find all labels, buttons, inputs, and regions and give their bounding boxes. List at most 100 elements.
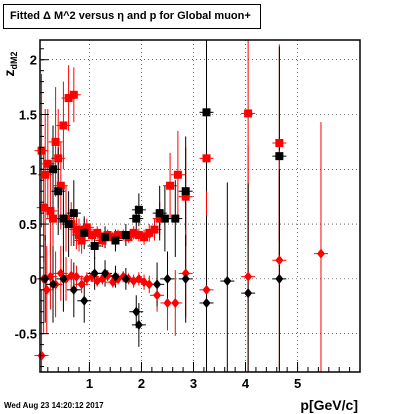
- square-marker: [275, 138, 284, 147]
- square-marker: [49, 214, 58, 223]
- diamond-marker: [275, 273, 284, 284]
- diamond-marker: [163, 297, 172, 308]
- square-marker: [64, 94, 73, 103]
- y-axis-title-main: z: [1, 70, 17, 77]
- diamond-marker: [223, 276, 232, 287]
- square-marker: [72, 225, 81, 234]
- square-marker: [46, 206, 55, 215]
- square-marker: [39, 203, 48, 212]
- axis-ticks: 1 2 3 4 5 -0.5 0 0.5 1 1.5 2: [15, 48, 351, 391]
- diamond-marker: [202, 284, 211, 295]
- y-tick-label: 0.5: [19, 217, 37, 232]
- square-marker: [202, 108, 211, 117]
- square-marker: [181, 187, 190, 196]
- x-axis-title: p[GeV/c]: [300, 397, 358, 413]
- square-marker: [54, 187, 63, 196]
- diamond-marker: [171, 297, 180, 308]
- diamond-marker: [101, 268, 110, 279]
- square-marker: [49, 165, 58, 174]
- data-markers: [37, 90, 325, 361]
- diamond-marker: [80, 295, 89, 306]
- square-marker: [82, 223, 91, 232]
- diamond-marker: [56, 268, 65, 279]
- diamond-marker: [67, 270, 76, 281]
- error-bars: [34, 40, 328, 372]
- diamond-marker: [121, 273, 130, 284]
- x-tick-label: 3: [190, 376, 197, 391]
- diamond-marker: [275, 255, 284, 266]
- square-marker: [69, 209, 78, 218]
- x-tick-label: 4: [242, 376, 250, 391]
- diamond-marker: [72, 271, 81, 282]
- x-tick-label: 5: [294, 376, 301, 391]
- diamond-marker: [181, 268, 190, 279]
- diamond-marker: [244, 288, 253, 299]
- square-marker: [155, 209, 164, 218]
- square-marker: [132, 214, 141, 223]
- plot-frame: [39, 39, 361, 373]
- y-tick-label: -0.5: [15, 327, 37, 342]
- diamond-marker: [59, 273, 68, 284]
- square-marker: [59, 214, 68, 223]
- square-marker: [145, 228, 154, 237]
- diamond-marker: [202, 297, 211, 308]
- square-marker: [171, 214, 180, 223]
- square-marker: [181, 192, 190, 201]
- diamond-marker: [145, 279, 154, 290]
- y-tick-label: 1.5: [19, 108, 37, 123]
- diamond-marker: [111, 271, 120, 282]
- diamond-marker: [316, 248, 325, 259]
- x-tick-label: 1: [86, 376, 93, 391]
- diamond-marker: [90, 268, 99, 279]
- timestamp-footer: Wed Aug 23 14:20:12 2017: [4, 401, 104, 410]
- square-marker: [140, 233, 149, 242]
- y-axis-title-sub: dM2: [9, 52, 19, 70]
- square-marker: [37, 146, 46, 155]
- diamond-marker: [49, 279, 58, 290]
- diamond-marker: [244, 271, 253, 282]
- diamond-marker: [132, 306, 141, 317]
- square-marker: [244, 109, 253, 118]
- square-marker: [54, 154, 63, 163]
- square-marker: [56, 181, 65, 190]
- square-marker: [93, 228, 102, 237]
- diamond-marker: [42, 284, 51, 295]
- square-marker: [114, 231, 123, 240]
- square-marker: [111, 236, 120, 245]
- square-marker: [80, 228, 89, 237]
- square-marker: [121, 231, 130, 240]
- square-marker: [129, 228, 138, 237]
- square-marker: [150, 225, 159, 234]
- diamond-marker: [181, 273, 190, 284]
- square-marker: [69, 90, 78, 99]
- y-axis-title: zdM2: [1, 52, 19, 77]
- diamond-marker: [69, 284, 78, 295]
- grid-lines: [40, 40, 360, 372]
- square-marker: [101, 233, 110, 242]
- diamond-marker: [77, 279, 86, 290]
- square-marker: [275, 152, 284, 161]
- diamond-marker: [153, 290, 162, 301]
- chart-title: Fitted Δ M^2 versus η and p for Global m…: [3, 4, 261, 29]
- square-marker: [90, 241, 99, 250]
- diamond-marker: [163, 273, 172, 284]
- y-tick-label: 2: [30, 53, 37, 68]
- diamond-marker: [153, 279, 162, 290]
- square-marker: [155, 214, 164, 223]
- square-marker: [51, 137, 60, 146]
- square-marker: [64, 220, 73, 229]
- square-marker: [77, 236, 86, 245]
- diamond-marker: [134, 319, 143, 330]
- square-marker: [134, 231, 143, 240]
- square-marker: [202, 154, 211, 163]
- square-marker: [134, 205, 143, 214]
- x-tick-label: 2: [138, 376, 145, 391]
- square-marker: [173, 170, 182, 179]
- square-marker: [88, 231, 97, 240]
- square-marker: [43, 159, 52, 168]
- y-tick-label: 1: [30, 162, 37, 177]
- square-marker: [166, 181, 175, 190]
- square-marker: [160, 214, 169, 223]
- square-marker: [59, 121, 68, 130]
